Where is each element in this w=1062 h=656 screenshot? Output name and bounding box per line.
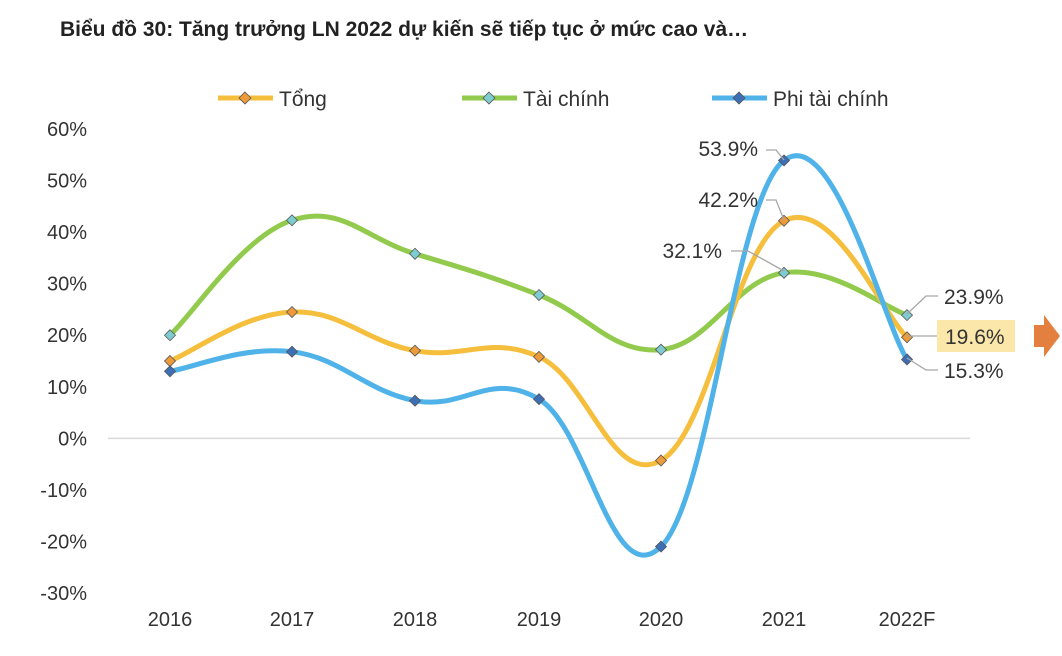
legend-label: Tổng (279, 88, 327, 111)
chart-title: Biểu đồ 30: Tăng trưởng LN 2022 dự kiến … (60, 18, 749, 41)
x-tick-label: 2022F (879, 609, 936, 631)
data-point-marker (900, 309, 914, 322)
y-tick-label: 30% (47, 274, 87, 296)
legend-label: Tài chính (523, 88, 609, 111)
x-tick-label: 2021 (762, 609, 807, 631)
data-point-marker (654, 454, 668, 467)
leader-line (731, 250, 785, 272)
y-tick-label: 60% (47, 119, 87, 141)
legend-marker (482, 91, 496, 105)
data-point-marker (532, 350, 546, 363)
leader-line (766, 199, 785, 221)
legend-label: Phi tài chính (773, 88, 889, 111)
leader-line (766, 149, 785, 161)
y-tick-label: 50% (47, 171, 87, 193)
x-tick-label: 2018 (393, 609, 438, 631)
y-tick-label: 40% (47, 222, 87, 244)
data-point-marker (777, 154, 791, 167)
data-point-marker (532, 393, 546, 406)
data-point-marker (163, 365, 177, 378)
y-tick-label: 20% (47, 325, 87, 347)
y-tick-label: -10% (40, 480, 87, 502)
y-tick-label: 0% (58, 428, 87, 450)
legend-marker (732, 91, 746, 105)
data-point-marker (285, 345, 299, 358)
data-point-marker (408, 394, 422, 407)
data-point-marker (285, 214, 299, 227)
series-line-2 (167, 153, 910, 558)
data-point-marker (654, 540, 668, 553)
data-point-marker (900, 353, 914, 366)
highlight-box (937, 320, 1015, 352)
data-point-marker (654, 343, 668, 356)
data-point-marker (285, 305, 299, 319)
data-point-marker (777, 214, 791, 227)
data-label: 19.6% (945, 326, 1005, 349)
data-point-marker (408, 344, 422, 357)
data-point-marker (532, 288, 546, 302)
data-label: 23.9% (944, 286, 1004, 309)
x-tick-label: 2020 (639, 609, 684, 631)
data-label: 42.2% (698, 189, 758, 212)
series-line-1 (167, 213, 910, 353)
y-tick-label: -20% (40, 531, 87, 553)
x-tick-label: 2017 (270, 609, 315, 631)
leader-line (906, 357, 938, 371)
data-point-marker (163, 329, 177, 342)
y-tick-label: -30% (40, 583, 87, 605)
legend-marker (238, 91, 252, 105)
x-tick-label: 2016 (148, 609, 193, 631)
series-line-0 (167, 215, 910, 468)
data-point-marker (408, 247, 422, 260)
arrow-icon (1034, 315, 1060, 357)
data-label: 15.3% (944, 360, 1004, 383)
x-tick-label: 2019 (517, 609, 562, 631)
leader-line (906, 295, 938, 315)
y-tick-label: 10% (47, 377, 87, 399)
data-label: 32.1% (662, 240, 722, 263)
data-label: 53.9% (698, 138, 758, 161)
